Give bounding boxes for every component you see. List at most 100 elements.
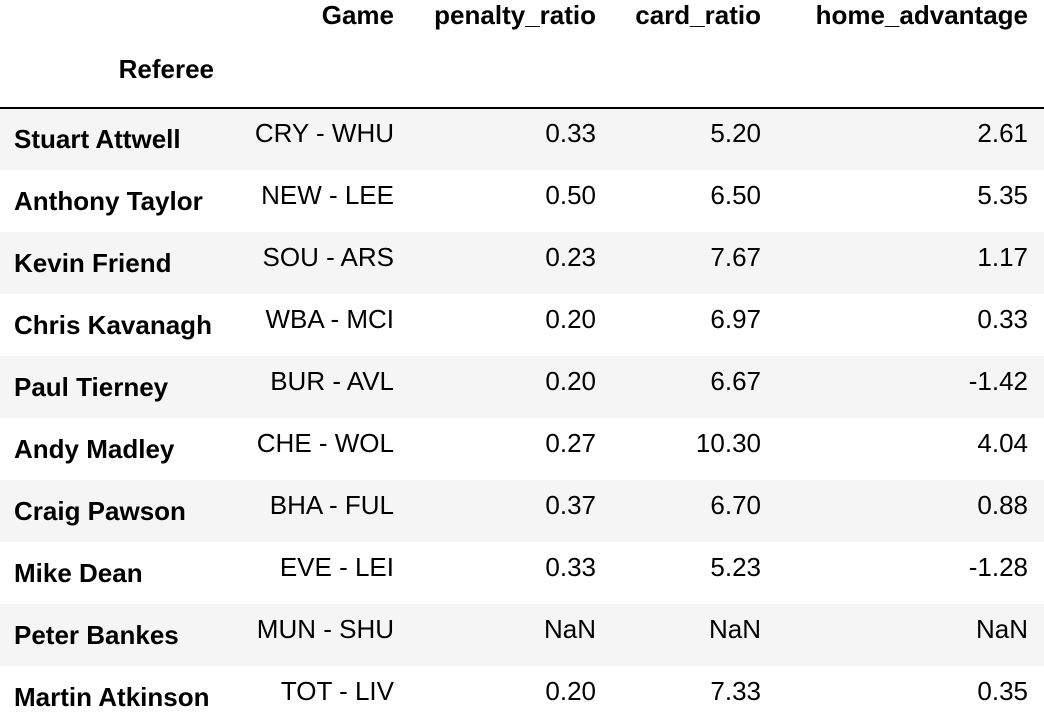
game-cell: EVE - LEI [230, 542, 410, 604]
referee-name-cell: Paul Tierney [14, 371, 169, 402]
card-ratio-cell-value: 5.23 [710, 551, 761, 582]
card-ratio-cell-value: 6.70 [710, 489, 761, 520]
card-ratio-cell-value: 7.33 [710, 675, 761, 706]
table-row: Craig Pawson BHA - FUL 0.37 6.70 0.88 [0, 480, 1044, 542]
penalty-ratio-cell-value: NaN [543, 613, 596, 644]
card-ratio-cell: 6.97 [612, 294, 777, 356]
table-body: Stuart Attwell CRY - WHU 0.33 5.20 2.61 Antho… [0, 108, 1044, 728]
card-ratio-cell: 6.50 [612, 170, 777, 232]
game-cell: MUN - SHU [230, 604, 410, 666]
home-advantage-cell-value: 0.88 [977, 489, 1028, 520]
game-cell: CHE - WOL [230, 418, 410, 480]
table-row: Paul Tierney BUR - AVL 0.20 6.67 -1.42 [0, 356, 1044, 418]
game-cell: CRY - WHU [230, 108, 410, 170]
home-advantage-cell: 5.35 [777, 170, 1044, 232]
table-row: Mike Dean EVE - LEI 0.33 5.23 -1.28 [0, 542, 1044, 604]
referee-name-cell: Andy Madley [14, 433, 175, 464]
referee-name-cell: Peter Bankes [14, 619, 179, 650]
penalty-ratio-cell: 0.50 [410, 170, 612, 232]
game-cell: TOT - LIV [230, 666, 410, 728]
referee-name-cell: Mike Dean [14, 557, 143, 588]
penalty-ratio-cell-value: 0.37 [545, 489, 596, 520]
home-advantage-cell-value: -1.42 [968, 365, 1028, 396]
penalty-ratio-cell-value: 0.20 [545, 303, 596, 334]
penalty-ratio-cell-value: 0.23 [545, 241, 596, 272]
home-advantage-cell: 0.33 [777, 294, 1044, 356]
card-ratio-cell-value: 6.67 [710, 365, 761, 396]
table-row: Peter Bankes MUN - SHU NaN NaN NaN [0, 604, 1044, 666]
card-ratio-cell: 6.70 [612, 480, 777, 542]
home-advantage-cell: 0.35 [777, 666, 1044, 728]
game-cell-value: BUR - AVL [270, 365, 394, 396]
home-advantage-cell: 0.88 [777, 480, 1044, 542]
game-cell-value: CHE - WOL [256, 427, 394, 458]
home-advantage-cell-value: 0.35 [977, 675, 1028, 706]
penalty-ratio-cell-value: 0.50 [545, 179, 596, 210]
referee-name-cell: Kevin Friend [14, 247, 172, 278]
home-advantage-cell: -1.42 [777, 356, 1044, 418]
game-cell-value: CRY - WHU [254, 118, 394, 148]
game-cell: NEW - LEE [230, 170, 410, 232]
card-ratio-cell: 5.23 [612, 542, 777, 604]
card-ratio-cell: NaN [612, 604, 777, 666]
home-advantage-cell-value: NaN [975, 613, 1028, 644]
referee-name-cell: Stuart Attwell [14, 124, 181, 154]
column-header-row: Game penalty_ratio card_ratio home_advan… [0, 0, 1044, 31]
home-advantage-cell-value: 5.35 [977, 179, 1028, 210]
referee-name-cell: Anthony Taylor [14, 185, 203, 216]
penalty-ratio-cell-value: 0.20 [545, 675, 596, 706]
table-row: Stuart Attwell CRY - WHU 0.33 5.20 2.61 [0, 108, 1044, 170]
game-cell-value: EVE - LEI [279, 551, 394, 582]
home-advantage-cell: 4.04 [777, 418, 1044, 480]
penalty-ratio-cell-value: 0.20 [545, 365, 596, 396]
game-cell-value: NEW - LEE [261, 179, 394, 210]
penalty-ratio-cell: 0.23 [410, 232, 612, 294]
card-ratio-cell-value: NaN [708, 613, 761, 644]
referee-name-cell: Chris Kavanagh [14, 309, 212, 340]
column-header-penalty-ratio: penalty_ratio [434, 0, 596, 30]
penalty-ratio-cell: 0.27 [410, 418, 612, 480]
column-header-game: Game [321, 0, 394, 30]
card-ratio-cell-value: 5.20 [710, 118, 761, 148]
card-ratio-cell-value: 6.97 [710, 303, 761, 334]
table-row: Kevin Friend SOU - ARS 0.23 7.67 1.17 [0, 232, 1044, 294]
table-row: Anthony Taylor NEW - LEE 0.50 6.50 5.35 [0, 170, 1044, 232]
home-advantage-cell: 1.17 [777, 232, 1044, 294]
home-advantage-cell-value: 2.61 [977, 118, 1028, 148]
card-ratio-cell: 7.67 [612, 232, 777, 294]
card-ratio-cell-value: 10.30 [695, 427, 761, 458]
column-header-card-ratio: card_ratio [635, 0, 761, 30]
table-header: Game penalty_ratio card_ratio home_advan… [0, 0, 1044, 109]
penalty-ratio-cell: NaN [410, 604, 612, 666]
card-ratio-cell: 5.20 [612, 108, 777, 170]
game-cell-value: TOT - LIV [280, 675, 394, 706]
penalty-ratio-cell: 0.20 [410, 356, 612, 418]
home-advantage-cell: 2.61 [777, 108, 1044, 170]
table-row: Chris Kavanagh WBA - MCI 0.20 6.97 0.33 [0, 294, 1044, 356]
card-ratio-cell: 10.30 [612, 418, 777, 480]
table-row: Martin Atkinson TOT - LIV 0.20 7.33 0.35 [0, 666, 1044, 728]
game-cell: WBA - MCI [230, 294, 410, 356]
referee-name-cell: Martin Atkinson [14, 681, 210, 712]
header-blank-cell [0, 0, 230, 31]
game-cell-value: BHA - FUL [269, 489, 394, 520]
home-advantage-cell-value: 4.04 [977, 427, 1028, 458]
game-cell-value: WBA - MCI [265, 303, 394, 334]
home-advantage-cell: -1.28 [777, 542, 1044, 604]
referee-name-cell: Craig Pawson [14, 495, 186, 526]
home-advantage-cell-value: 0.33 [977, 303, 1028, 334]
penalty-ratio-cell: 0.20 [410, 666, 612, 728]
index-name-header: Referee [0, 31, 230, 109]
home-advantage-cell: NaN [777, 604, 1044, 666]
game-cell: BHA - FUL [230, 480, 410, 542]
card-ratio-cell-value: 7.67 [710, 241, 761, 272]
column-header-home-advantage: home_advantage [815, 0, 1028, 30]
penalty-ratio-cell-value: 0.27 [545, 427, 596, 458]
card-ratio-cell-value: 6.50 [710, 179, 761, 210]
card-ratio-cell: 7.33 [612, 666, 777, 728]
game-cell-value: MUN - SHU [256, 613, 394, 644]
game-cell: BUR - AVL [230, 356, 410, 418]
home-advantage-cell-value: -1.28 [968, 551, 1028, 582]
penalty-ratio-cell: 0.20 [410, 294, 612, 356]
